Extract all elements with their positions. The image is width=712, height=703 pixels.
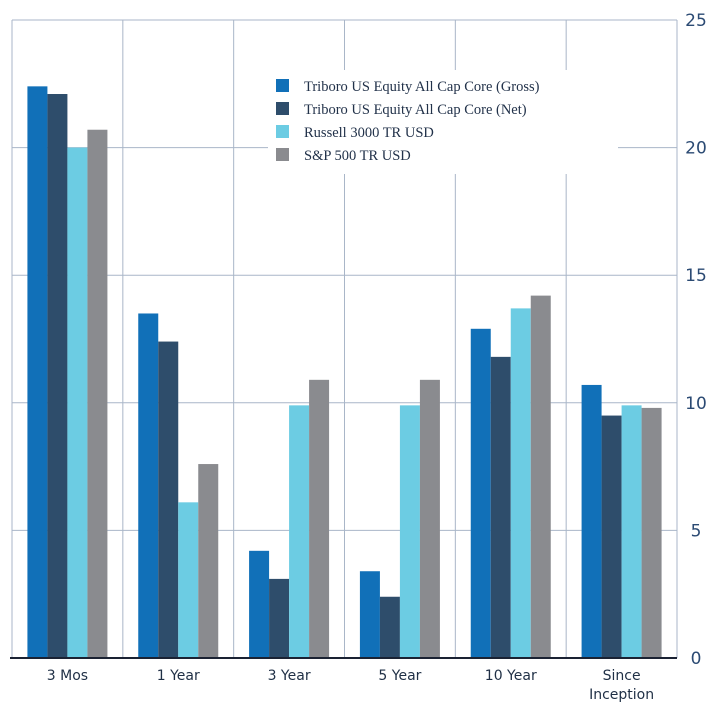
legend-swatch: [276, 102, 289, 115]
bar: [269, 578, 290, 658]
x-axis-labels: 3 Mos 1 Year 3 Year 5 Year 10 Year Since Incep…: [47, 668, 654, 703]
bar: [419, 379, 440, 658]
bar: [289, 405, 310, 658]
bar: [581, 384, 602, 658]
bar: [87, 129, 108, 659]
x-tick-label: 3 Mos: [47, 668, 88, 684]
bar: [198, 464, 219, 658]
bar: [138, 313, 159, 658]
y-tick-label: 15: [685, 266, 707, 286]
bar: [621, 405, 642, 658]
legend-label: Russell 3000 TR USD: [304, 125, 434, 141]
y-axis-ticks: 0 5 10 15 20 25: [685, 11, 707, 669]
bar: [359, 571, 380, 658]
bar: [379, 596, 400, 658]
y-tick-label: 25: [685, 11, 707, 31]
legend-label: Triboro US Equity All Cap Core (Gross): [304, 79, 540, 95]
legend-swatch: [276, 125, 289, 138]
bar: [470, 328, 491, 658]
y-tick-label: 5: [691, 521, 702, 541]
bar: [399, 405, 420, 658]
x-tick-label: 5 Year: [378, 668, 421, 684]
legend-swatch: [276, 148, 289, 161]
bar: [27, 86, 48, 659]
bar: [67, 147, 88, 658]
bar: [178, 502, 199, 658]
bar: [510, 308, 531, 658]
x-tick-label: Since Inception: [589, 668, 654, 703]
x-tick-label: 3 Year: [268, 668, 311, 684]
bar: [641, 407, 662, 658]
bar: [490, 356, 511, 658]
x-tick-label: 10 Year: [485, 668, 537, 684]
bars: [27, 86, 662, 659]
bar: [47, 94, 68, 659]
legend-background: [268, 70, 618, 174]
bar: [249, 550, 270, 658]
x-tick-label: 1 Year: [157, 668, 200, 684]
bar: [158, 341, 179, 658]
bar: [530, 295, 551, 658]
legend-label: S&P 500 TR USD: [304, 148, 411, 164]
y-tick-label: 20: [685, 139, 707, 159]
bar: [601, 415, 622, 658]
legend: Triboro US Equity All Cap Core (Gross) Tr…: [268, 70, 618, 174]
legend-swatch: [276, 79, 289, 92]
bar: [309, 379, 330, 658]
y-tick-label: 10: [685, 394, 707, 414]
y-tick-label: 0: [691, 649, 702, 669]
legend-label: Triboro US Equity All Cap Core (Net): [304, 102, 527, 118]
